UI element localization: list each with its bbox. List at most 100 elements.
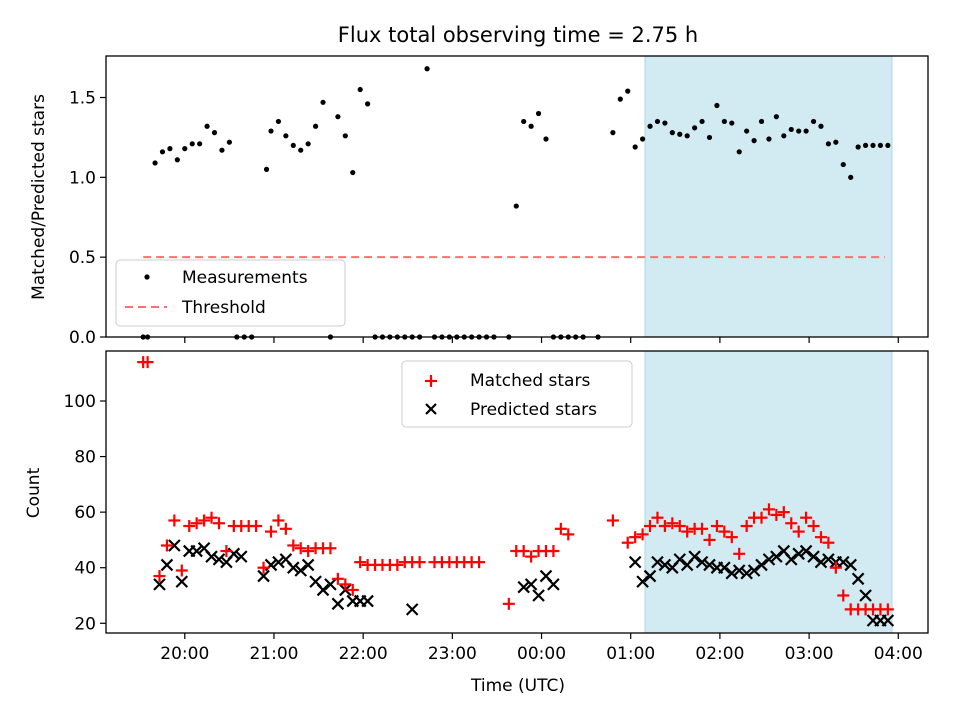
matched-star-marker xyxy=(658,520,671,533)
matched-star-marker xyxy=(324,542,337,555)
ratio-x-ticks xyxy=(184,337,899,343)
predicted-star-marker xyxy=(517,580,530,594)
predicted-star-marker xyxy=(762,553,776,566)
predicted-star-marker xyxy=(257,569,270,583)
matched-star-marker xyxy=(183,520,196,533)
predicted-star-marker xyxy=(814,555,828,569)
measurement-point xyxy=(810,118,817,125)
measurements-legend-marker xyxy=(144,274,150,280)
matched-star-marker xyxy=(829,561,842,574)
matched-star-marker xyxy=(881,603,894,616)
predicted-star-marker xyxy=(851,572,865,586)
predicted-star-marker xyxy=(190,544,203,558)
measurements-legend-label: Measurements xyxy=(182,268,308,288)
measurement-point xyxy=(290,142,296,149)
matched-star-marker xyxy=(837,589,850,602)
predicted-star-marker xyxy=(792,547,805,561)
count-panel-frame xyxy=(105,350,929,634)
ratio-y-axis-label: Matched/Predicted stars xyxy=(29,94,49,300)
predicted-star-markers xyxy=(153,539,895,627)
predicted-star-marker xyxy=(361,594,374,608)
ratio-panel: 0.0 0.5 1.0 1.5 Matched/Predicted stars Mea… xyxy=(29,55,929,348)
matched-star-marker xyxy=(792,525,805,538)
matched-star-marker xyxy=(302,545,315,558)
measurement-point xyxy=(159,149,166,155)
matched-star-marker xyxy=(554,522,567,535)
predicted-star-marker xyxy=(695,555,709,569)
matched-star-marker xyxy=(331,572,344,585)
measurement-point xyxy=(692,125,698,131)
predicted-star-marker xyxy=(822,553,835,566)
predicted-star-marker xyxy=(755,558,768,572)
matched-star-marker xyxy=(473,556,486,569)
measurement-point xyxy=(706,134,713,141)
count-y-tick-label: 80 xyxy=(74,448,96,468)
predicted-star-marker xyxy=(331,597,345,611)
measurement-point xyxy=(729,120,735,126)
measurement-point xyxy=(662,120,668,126)
measurement-point xyxy=(283,133,289,139)
predicted-star-marker xyxy=(524,578,538,591)
matched-star-marker xyxy=(696,522,709,535)
matched-star-marker xyxy=(762,503,775,516)
measurement-point xyxy=(751,138,757,144)
measurement-point xyxy=(736,149,742,155)
measurement-point xyxy=(803,128,809,134)
measurement-point xyxy=(796,128,802,134)
matched-star-marker xyxy=(279,522,292,535)
measurement-point xyxy=(535,110,542,117)
matched-star-marker xyxy=(250,520,263,533)
matched-star-marker xyxy=(257,561,270,574)
predicted-star-marker xyxy=(628,555,642,569)
matched-star-marker xyxy=(547,545,560,558)
predicted-star-marker xyxy=(703,558,716,572)
matched-star-marker xyxy=(718,525,731,538)
count-x-axis: 20:00 21:00 22:00 23:00 00:00 01:00 02:00 03:00… xyxy=(160,633,923,664)
matched-star-marker xyxy=(822,536,835,549)
predicted-star-marker xyxy=(807,550,820,563)
matched-star-marker xyxy=(175,564,188,577)
measurement-point xyxy=(825,141,832,147)
predicted-star-marker xyxy=(636,575,649,588)
measurement-point xyxy=(744,128,750,134)
measurement-point xyxy=(204,123,210,129)
matched-star-marker xyxy=(413,556,426,569)
measurement-point xyxy=(669,130,675,136)
predicted-star-marker xyxy=(718,561,731,574)
predicted-star-marker xyxy=(859,589,872,602)
measurement-point xyxy=(647,123,653,129)
matched-star-marker xyxy=(391,558,404,571)
matched-star-marker xyxy=(733,547,746,560)
measurement-point xyxy=(312,123,319,129)
matched-star-marker xyxy=(755,511,768,524)
measurement-point xyxy=(840,161,846,168)
measurement-point xyxy=(699,118,705,125)
predicted-star-marker xyxy=(301,558,315,572)
matched-star-marker xyxy=(205,511,218,524)
measurement-point xyxy=(528,123,534,129)
measurement-point xyxy=(617,96,623,102)
measurement-point xyxy=(677,131,683,137)
matched-star-marker xyxy=(777,506,790,519)
matched-star-marker xyxy=(710,520,723,533)
matched-star-marker xyxy=(814,531,827,544)
count-y-tick-label: 60 xyxy=(74,503,96,523)
matched-star-marker xyxy=(198,514,211,527)
predicted-star-marker xyxy=(688,550,701,563)
matched-star-marker xyxy=(651,511,664,524)
predicted-star-marker xyxy=(272,555,285,569)
measurement-point xyxy=(833,139,839,145)
matched-star-marker xyxy=(703,533,716,546)
predicted-star-marker xyxy=(784,553,798,566)
count-observing-span xyxy=(645,351,892,633)
predicted-star-marker xyxy=(844,558,857,572)
measurement-point xyxy=(226,139,232,145)
ratio-observing-span xyxy=(645,56,892,337)
matched-star-marker xyxy=(770,508,783,521)
predicted-star-marker xyxy=(405,603,419,616)
predicted-star-marker xyxy=(153,578,166,591)
matched-star-marker xyxy=(525,550,538,563)
predicted-star-marker xyxy=(294,564,308,577)
matched-legend-label: Matched stars xyxy=(470,371,590,391)
measurement-point xyxy=(268,128,274,134)
